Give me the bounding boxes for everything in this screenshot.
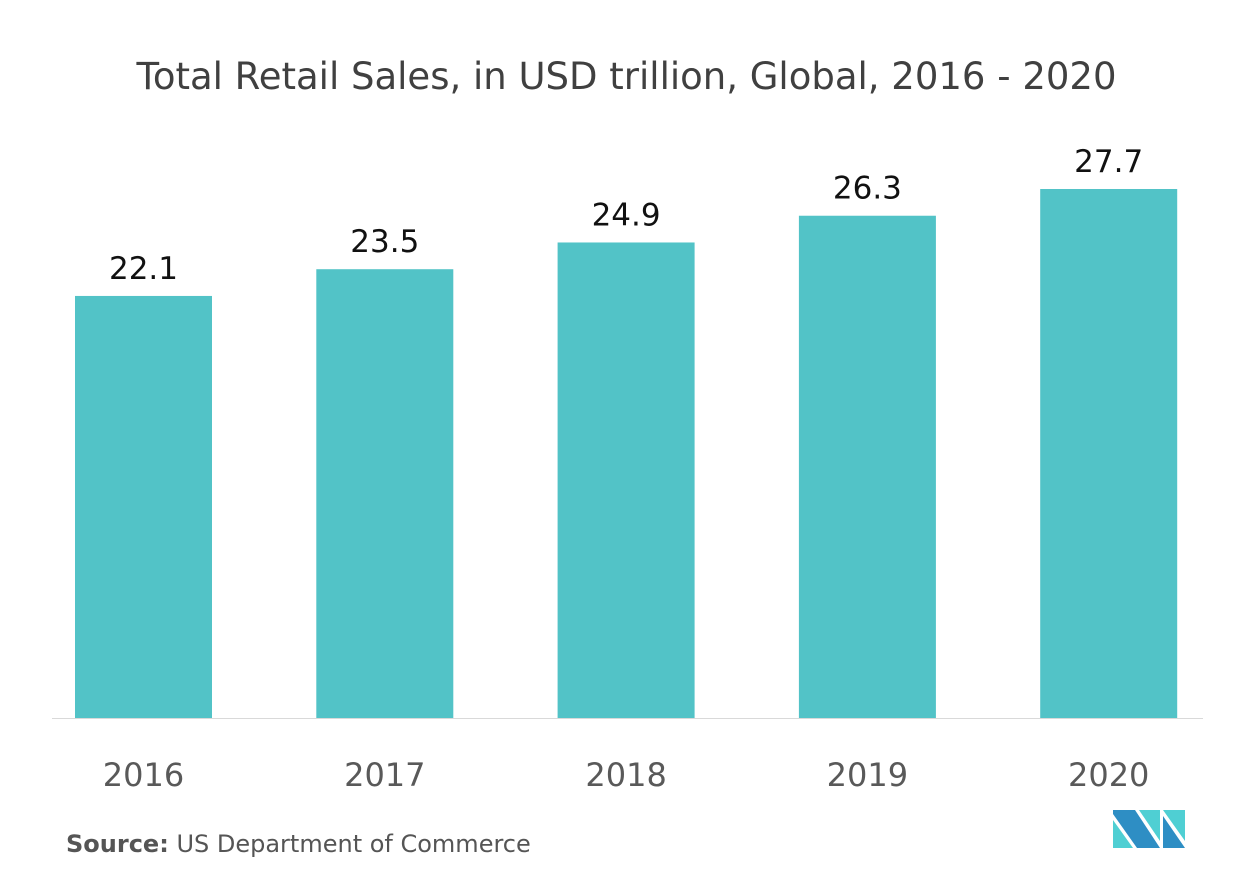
data-label-2017: 23.5 [350,224,419,260]
chart-title: Total Retail Sales, in USD trillion, Glo… [136,55,1117,98]
source-note: Source: US Department of Commerce [66,830,531,858]
x-tick-label-2017: 2017 [344,756,425,794]
x-tick-label-2019: 2019 [827,756,908,794]
source-text: US Department of Commerce [176,830,531,858]
bar-2016 [75,295,212,718]
x-tick-label-2016: 2016 [103,756,184,794]
source-label: Source: [66,830,169,858]
data-label-2016: 22.1 [109,251,178,287]
data-label-2019: 26.3 [833,171,902,207]
bar-2020 [1040,189,1178,718]
data-label-2020: 27.7 [1074,144,1143,180]
x-tick-label-2020: 2020 [1068,756,1149,794]
bar-2018 [557,242,695,718]
data-label-2018: 24.9 [592,197,661,233]
bar-2019 [798,215,936,719]
x-tick-label-2018: 2018 [585,756,666,794]
bar-chart: 22.1 2016 23.5 2017 24.9 2018 26.3 2019 27.7 2020 [52,144,1203,794]
brand-logo [1113,810,1185,848]
bar-2017 [316,269,454,718]
